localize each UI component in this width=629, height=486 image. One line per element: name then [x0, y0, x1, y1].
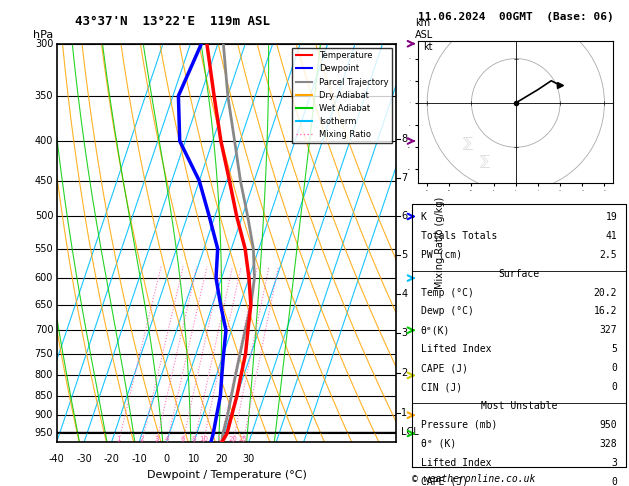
Text: 5: 5: [401, 250, 408, 260]
Text: 500: 500: [35, 211, 53, 222]
Text: 8: 8: [401, 134, 408, 144]
Text: 1: 1: [401, 408, 408, 418]
Text: 328: 328: [599, 439, 617, 449]
Text: 20: 20: [215, 454, 228, 464]
Text: K: K: [421, 212, 426, 222]
Text: 10: 10: [187, 454, 200, 464]
Text: hPa: hPa: [33, 30, 53, 40]
Text: © weatheronline.co.uk: © weatheronline.co.uk: [412, 473, 535, 484]
Text: 4: 4: [401, 289, 408, 298]
Text: 327: 327: [599, 325, 617, 335]
Text: 2.5: 2.5: [599, 250, 617, 260]
Text: 43°37'N  13°22'E  119m ASL: 43°37'N 13°22'E 119m ASL: [75, 15, 270, 28]
Text: -30: -30: [76, 454, 92, 464]
Text: ⅀: ⅀: [481, 155, 491, 168]
Text: 0: 0: [611, 363, 617, 373]
Text: Most Unstable: Most Unstable: [481, 401, 557, 411]
Text: 400: 400: [35, 136, 53, 146]
Text: 4: 4: [165, 436, 169, 442]
Text: 3: 3: [154, 436, 159, 442]
Text: Surface: Surface: [498, 269, 540, 278]
Text: 3: 3: [401, 328, 408, 338]
Text: 30: 30: [243, 454, 255, 464]
Text: 3: 3: [611, 458, 617, 468]
Text: 20: 20: [229, 436, 238, 442]
Text: -40: -40: [48, 454, 65, 464]
Text: 10: 10: [199, 436, 208, 442]
Text: 350: 350: [35, 91, 53, 101]
Text: θᵉ(K): θᵉ(K): [421, 325, 450, 335]
Text: 800: 800: [35, 370, 53, 381]
Text: km
ASL: km ASL: [415, 18, 433, 40]
Text: 300: 300: [35, 39, 53, 49]
Text: 41: 41: [606, 231, 617, 241]
Text: Dewp (°C): Dewp (°C): [421, 307, 474, 316]
Text: Mixing Ratio (g/kg): Mixing Ratio (g/kg): [435, 197, 445, 289]
Text: θᵉ (K): θᵉ (K): [421, 439, 456, 449]
Text: PW (cm): PW (cm): [421, 250, 462, 260]
Text: CAPE (J): CAPE (J): [421, 363, 467, 373]
Text: 16.2: 16.2: [594, 307, 617, 316]
Text: 0: 0: [611, 382, 617, 392]
Text: ⅀: ⅀: [462, 137, 473, 150]
Text: 700: 700: [35, 325, 53, 335]
Text: 600: 600: [35, 273, 53, 283]
Text: Lifted Index: Lifted Index: [421, 458, 491, 468]
Text: 15: 15: [216, 436, 225, 442]
Text: 950: 950: [35, 429, 53, 438]
Text: 2: 2: [140, 436, 144, 442]
Text: 8: 8: [192, 436, 196, 442]
Text: Lifted Index: Lifted Index: [421, 344, 491, 354]
Text: kt: kt: [423, 42, 432, 52]
Text: Pressure (mb): Pressure (mb): [421, 420, 497, 430]
Text: 750: 750: [35, 348, 53, 359]
Text: 7: 7: [401, 173, 408, 183]
Text: Dewpoint / Temperature (°C): Dewpoint / Temperature (°C): [147, 470, 306, 480]
Text: 0: 0: [164, 454, 169, 464]
Text: -10: -10: [131, 454, 147, 464]
Text: 19: 19: [606, 212, 617, 222]
Text: Temp (°C): Temp (°C): [421, 288, 474, 297]
Text: 950: 950: [599, 420, 617, 430]
Text: 850: 850: [35, 391, 53, 401]
Text: 1: 1: [116, 436, 121, 442]
Text: LCL: LCL: [401, 427, 419, 437]
Text: CIN (J): CIN (J): [421, 382, 462, 392]
Text: 0: 0: [611, 477, 617, 486]
Legend: Temperature, Dewpoint, Parcel Trajectory, Dry Adiabat, Wet Adiabat, Isotherm, Mi: Temperature, Dewpoint, Parcel Trajectory…: [292, 48, 392, 142]
Text: 6: 6: [181, 436, 185, 442]
Text: 25: 25: [239, 436, 247, 442]
Text: 2: 2: [401, 368, 408, 378]
Text: CAPE (J): CAPE (J): [421, 477, 467, 486]
Text: -20: -20: [104, 454, 120, 464]
Text: 6: 6: [401, 211, 408, 222]
Text: 650: 650: [35, 300, 53, 310]
Text: Totals Totals: Totals Totals: [421, 231, 497, 241]
Text: 11.06.2024  00GMT  (Base: 06): 11.06.2024 00GMT (Base: 06): [418, 12, 614, 22]
Text: 550: 550: [35, 243, 53, 254]
Text: 5: 5: [611, 344, 617, 354]
Text: 900: 900: [35, 410, 53, 420]
Text: 20.2: 20.2: [594, 288, 617, 297]
Text: 450: 450: [35, 176, 53, 186]
